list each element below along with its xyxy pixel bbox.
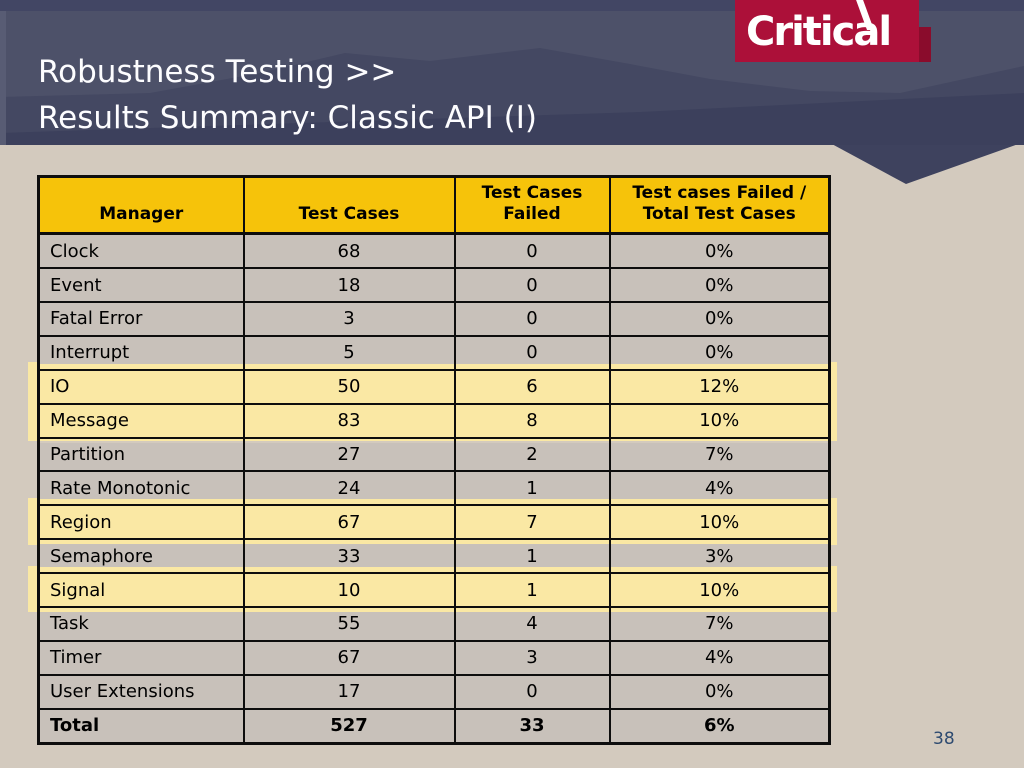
table-row: User Extensions 17 0 0% [37,673,831,710]
row-cases: 55 [242,606,456,642]
column-header-test-cases: Test Cases [242,175,456,235]
column-header-test-cases-failed: Test Cases Failed [453,175,611,235]
table-row: Signal 10 1 10% [37,572,831,609]
slide-title-line-1: Robustness Testing >> [38,54,397,90]
row-label: IO [37,368,245,405]
table-header-row: Manager Test Cases Test Cases Failed Tes… [37,175,831,235]
row-failed: 33 [453,707,611,745]
row-pct: 7% [608,436,831,473]
row-failed: 1 [453,572,611,609]
row-failed: 0 [453,301,611,337]
slide-title: Robustness Testing >> Results Summary: C… [38,49,537,141]
header-ridge-dark-shape [0,93,1024,145]
row-pct: 3% [608,538,831,575]
row-label: Timer [37,639,245,676]
table-row: Clock 68 0 0% [37,232,831,270]
header-top-strip [0,0,1024,11]
row-cases: 17 [242,673,456,710]
column-header-failed-ratio: Test cases Failed / Total Test Cases [608,175,831,235]
row-failed: 4 [453,606,611,642]
table-row: Total 527 33 6% [37,707,831,745]
table-row: Semaphore 33 1 3% [37,538,831,575]
logo-side-tab [919,27,931,62]
results-tbody: Clock 68 0 0% Event 18 0 0% Fatal Error 3 0 0% Inter… [37,232,831,745]
row-label: Interrupt [37,334,245,371]
column-header-text: Test Cases [481,183,583,203]
table-row: Timer 67 3 4% [37,639,831,676]
row-pct: 10% [608,504,831,541]
row-pct: 10% [608,572,831,609]
row-cases: 33 [242,538,456,575]
row-label: Semaphore [37,538,245,575]
row-label: Clock [37,232,245,270]
row-label: Partition [37,436,245,473]
row-cases: 68 [242,232,456,270]
row-failed: 6 [453,368,611,405]
table-row: Region 67 7 10% [37,504,831,541]
row-failed: 8 [453,402,611,439]
row-pct: 0% [608,232,831,270]
row-failed: 0 [453,232,611,270]
table-row: IO 50 6 12% [37,368,831,405]
header-left-edge-strip [0,11,6,145]
row-pct: 0% [608,301,831,337]
row-label: Message [37,402,245,439]
row-failed: 3 [453,639,611,676]
critical-logo: Critical [735,0,919,62]
row-cases: 67 [242,504,456,541]
slide-title-line-2: Results Summary: Classic API (I) [38,100,537,136]
row-cases: 3 [242,301,456,337]
row-failed: 2 [453,436,611,473]
row-failed: 0 [453,267,611,304]
column-header-text: Manager [99,204,184,224]
results-table: Manager Test Cases Test Cases Failed Tes… [37,175,831,745]
table-row: Task 55 4 7% [37,606,831,642]
row-pct: 4% [608,639,831,676]
column-header-manager: Manager [37,175,245,235]
row-cases: 50 [242,368,456,405]
column-header-text: Total Test Cases [642,204,796,224]
row-pct: 0% [608,267,831,304]
row-label: Task [37,606,245,642]
row-label: Region [37,504,245,541]
row-failed: 1 [453,470,611,507]
row-pct: 12% [608,368,831,405]
row-pct: 0% [608,334,831,371]
row-failed: 1 [453,538,611,575]
row-label: Fatal Error [37,301,245,337]
row-cases: 24 [242,470,456,507]
row-label: Signal [37,572,245,609]
column-header-text: Test cases Failed / [632,183,807,203]
row-pct: 10% [608,402,831,439]
row-failed: 0 [453,673,611,710]
row-failed: 7 [453,504,611,541]
table-row: Partition 27 2 7% [37,436,831,473]
column-header-text: Test Cases [298,204,400,224]
row-cases: 27 [242,436,456,473]
row-cases: 5 [242,334,456,371]
row-label: Rate Monotonic [37,470,245,507]
row-cases: 18 [242,267,456,304]
row-cases: 83 [242,402,456,439]
row-cases: 527 [242,707,456,745]
table-row: Rate Monotonic 24 1 4% [37,470,831,507]
row-failed: 0 [453,334,611,371]
header-chevron [830,142,1024,184]
row-pct: 4% [608,470,831,507]
row-label: Event [37,267,245,304]
row-pct: 0% [608,673,831,710]
row-label: User Extensions [37,673,245,710]
table-row: Interrupt 5 0 0% [37,334,831,371]
table-row: Message 83 8 10% [37,402,831,439]
table-row: Fatal Error 3 0 0% [37,301,831,337]
page-number: 38 [933,729,955,749]
row-cases: 10 [242,572,456,609]
column-header-text: Failed [503,204,561,224]
table-row: Event 18 0 0% [37,267,831,304]
row-pct: 7% [608,606,831,642]
row-cases: 67 [242,639,456,676]
row-label: Total [37,707,245,745]
row-pct: 6% [608,707,831,745]
